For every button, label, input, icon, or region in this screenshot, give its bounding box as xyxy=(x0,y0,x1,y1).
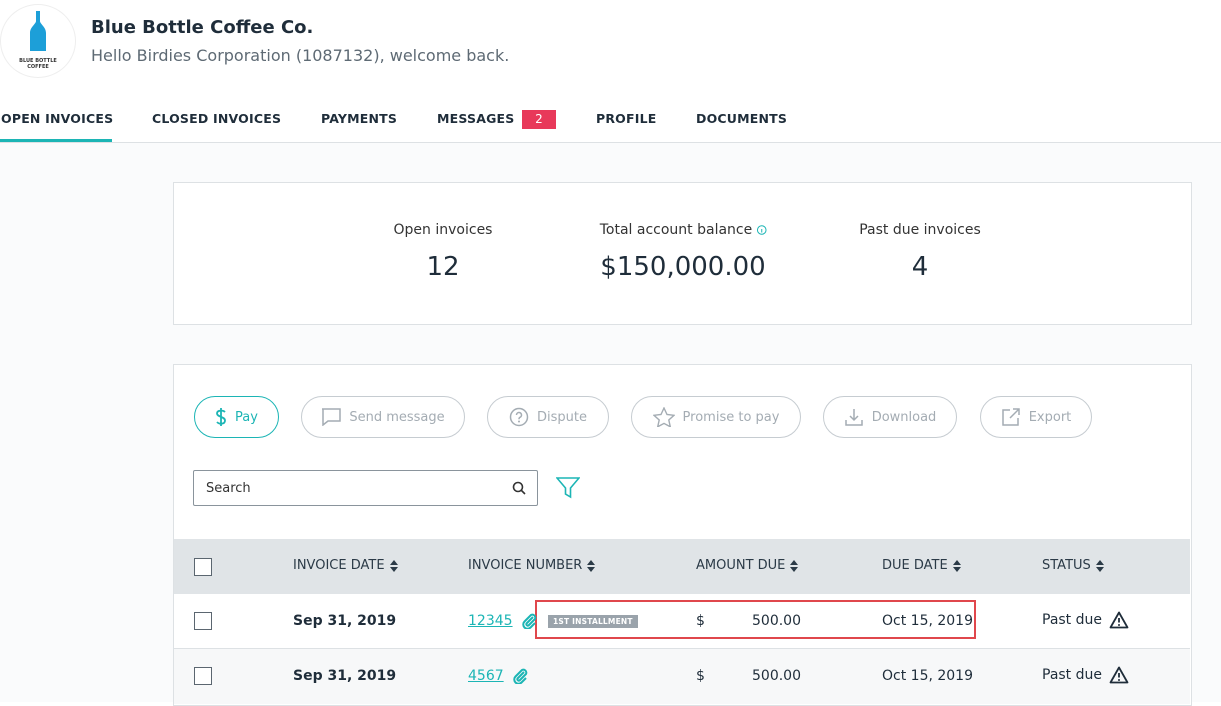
summary-value: 4 xyxy=(911,252,929,282)
column-header[interactable]: DUE DATE xyxy=(882,558,961,573)
row-divider xyxy=(174,648,1190,649)
row-checkbox[interactable] xyxy=(194,667,212,685)
info-icon[interactable] xyxy=(756,225,767,235)
logo-bottle xyxy=(30,11,46,51)
amount-due: 500.00 xyxy=(752,613,801,629)
installment-tag: 1ST INSTALLMENT xyxy=(548,615,638,628)
button-label: Export xyxy=(1028,409,1072,425)
column-label: STATUS xyxy=(1042,558,1091,573)
company-name: Blue Bottle Coffee Co. xyxy=(91,17,314,38)
star-icon xyxy=(652,407,675,427)
select-all-checkbox[interactable] xyxy=(194,558,212,576)
warning-icon xyxy=(1109,611,1129,629)
export-icon xyxy=(1001,408,1020,426)
pay-button[interactable]: Pay xyxy=(194,396,279,438)
due-date: Oct 15, 2019 xyxy=(882,668,973,684)
status-cell: Past due xyxy=(1042,611,1129,629)
summary-label: Total account balance xyxy=(599,222,753,238)
summary-value: $150,000.00 xyxy=(600,252,766,282)
logo-line: COFFEE xyxy=(27,64,49,70)
column-label: INVOICE DATE xyxy=(293,558,385,573)
summary-label: Open invoices xyxy=(393,222,493,238)
dollar-icon xyxy=(216,408,226,426)
button-label: Send message xyxy=(349,409,445,425)
question-icon xyxy=(509,407,529,427)
summary-label: Past due invoices xyxy=(859,222,981,238)
tab[interactable]: DOCUMENTS xyxy=(696,111,788,126)
row-background xyxy=(174,649,1190,704)
filter-icon[interactable] xyxy=(556,477,580,499)
button-label: Download xyxy=(871,409,937,425)
search-placeholder: Search xyxy=(206,481,251,496)
tab[interactable]: OPEN INVOICES xyxy=(1,111,114,126)
sort-icon xyxy=(790,559,799,572)
currency: $ xyxy=(696,613,705,629)
badge: 2 xyxy=(522,110,556,129)
logo-text: BLUE BOTTLE COFFEE xyxy=(1,58,75,70)
tab[interactable]: PAYMENTS xyxy=(321,111,398,126)
column-header[interactable]: INVOICE DATE xyxy=(293,558,398,573)
invoice-date: Sep 31, 2019 xyxy=(293,668,397,684)
tab[interactable]: MESSAGES xyxy=(437,111,515,126)
sort-icon xyxy=(389,559,398,572)
tab[interactable]: PROFILE xyxy=(596,111,657,126)
sort-icon xyxy=(1095,559,1104,572)
top-bar xyxy=(0,0,1221,143)
status: Past due xyxy=(1042,612,1102,628)
download-icon xyxy=(844,409,863,426)
status-cell: Past due xyxy=(1042,666,1129,684)
summary-label-wrap: Total account balance xyxy=(600,222,767,238)
due-date: Oct 15, 2019 xyxy=(882,613,973,629)
invoice-number-cell: 12345 xyxy=(468,613,537,629)
column-header[interactable]: AMOUNT DUE xyxy=(696,558,799,573)
export-button[interactable]: Export xyxy=(980,396,1092,438)
summary-card xyxy=(173,182,1192,325)
currency: $ xyxy=(696,668,705,684)
logo-line: BLUE BOTTLE xyxy=(19,58,57,64)
amount-due: 500.00 xyxy=(752,668,801,684)
attachment-icon[interactable] xyxy=(521,613,537,629)
warning-icon xyxy=(1109,666,1129,684)
download-button[interactable]: Download xyxy=(823,396,957,438)
message-icon xyxy=(322,408,342,426)
status: Past due xyxy=(1042,667,1102,683)
table-header xyxy=(174,539,1190,594)
invoice-link[interactable]: 12345 xyxy=(468,613,513,629)
search-icon xyxy=(512,481,526,495)
column-header[interactable]: STATUS xyxy=(1042,558,1104,573)
invoice-number-cell: 4567 xyxy=(468,668,528,684)
button-label: Pay xyxy=(235,409,258,425)
attachment-icon[interactable] xyxy=(512,668,528,684)
column-label: INVOICE NUMBER xyxy=(468,558,583,573)
button-label: Promise to pay xyxy=(682,409,780,425)
promise-button[interactable]: Promise to pay xyxy=(631,396,801,438)
sort-icon xyxy=(587,559,596,572)
tab[interactable]: CLOSED INVOICES xyxy=(152,111,282,126)
column-header[interactable]: INVOICE NUMBER xyxy=(468,558,596,573)
button-label: Dispute xyxy=(537,409,587,425)
invoice-date: Sep 31, 2019 xyxy=(293,613,397,629)
tab-underline xyxy=(0,139,112,142)
sort-icon xyxy=(952,559,961,572)
summary-value: 12 xyxy=(426,252,460,282)
search-box[interactable]: Search xyxy=(193,470,538,506)
invoice-link[interactable]: 4567 xyxy=(468,668,504,684)
dispute-button[interactable]: Dispute xyxy=(487,396,609,438)
column-label: DUE DATE xyxy=(882,558,948,573)
row-checkbox[interactable] xyxy=(194,612,212,630)
column-label: AMOUNT DUE xyxy=(696,558,786,573)
logo[interactable]: BLUE BOTTLE COFFEE xyxy=(0,4,76,78)
welcome-text: Hello Birdies Corporation (1087132), wel… xyxy=(91,46,510,65)
highlight-box xyxy=(535,600,976,639)
send-message-button[interactable]: Send message xyxy=(301,396,465,438)
